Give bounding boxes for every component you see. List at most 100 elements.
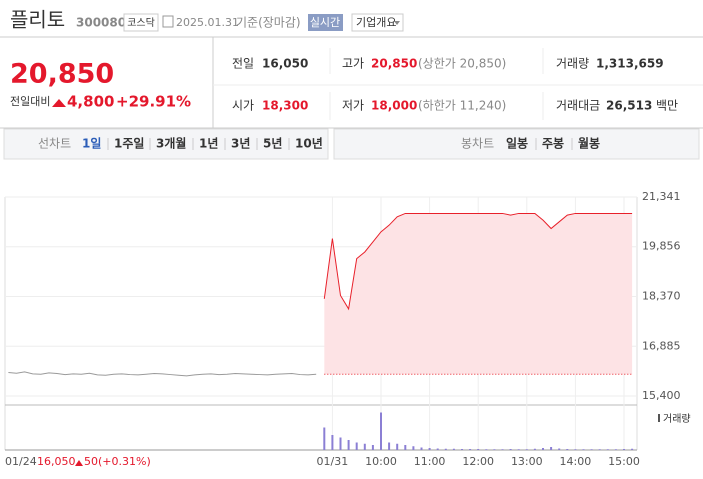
volume-bar	[339, 437, 342, 450]
x-tick-label: 15:00	[608, 455, 640, 468]
volume-bar	[477, 449, 480, 450]
volume-bar	[388, 442, 391, 450]
market-badge	[123, 13, 159, 32]
volume-bar	[371, 445, 374, 450]
market: 코스닥	[127, 17, 155, 29]
legend-icon	[658, 414, 660, 422]
tab[interactable]: 3년	[231, 137, 250, 151]
tab[interactable]: 1일	[82, 137, 101, 151]
stat-value: 18,000	[371, 99, 417, 113]
x-tick-label: 01/24	[5, 455, 37, 468]
date: 2025.01.31	[176, 16, 239, 29]
volume-bar	[347, 440, 350, 450]
x-tick-label: 12:00	[462, 455, 494, 468]
volume-bar	[598, 449, 601, 450]
legend-label: 거래량	[663, 413, 691, 425]
tab[interactable]: 주봉	[542, 137, 564, 151]
volume-bar	[485, 449, 488, 450]
x-tick-label: 10:00	[365, 455, 397, 468]
volume-bar	[590, 449, 593, 450]
tab[interactable]: 1년	[199, 137, 218, 151]
up-icon	[52, 99, 66, 107]
rate: +29.91%	[116, 93, 191, 111]
realtime[interactable]: 실시간	[310, 16, 340, 29]
volume-bar	[525, 449, 528, 450]
stat-label: 고가	[342, 57, 364, 71]
x-tick-label: 01/31	[317, 455, 349, 468]
stat-label: 전일	[232, 57, 254, 71]
stat-value: 20,850	[371, 57, 417, 71]
volume-bar	[428, 448, 431, 450]
prev-rate: (+0.31%)	[98, 455, 151, 468]
tab[interactable]: 월봉	[578, 136, 600, 151]
volume-bar	[380, 412, 382, 450]
stat-value: 16,050	[262, 57, 308, 71]
tab-label: 봉차트	[461, 137, 494, 151]
volume-bar	[355, 442, 358, 450]
tab-label: 선차트	[38, 137, 71, 151]
volume-bar	[501, 449, 504, 450]
volume-bar	[574, 449, 577, 450]
volume-bar	[469, 449, 472, 450]
stat-label: 거래량	[556, 57, 589, 71]
volume-bar	[558, 448, 561, 450]
stat-unit: 백만	[656, 99, 678, 113]
y-tick-label: 16,885	[642, 339, 681, 352]
volume-bar	[493, 449, 496, 450]
volume-bar	[566, 449, 569, 450]
tab-bar	[333, 128, 700, 160]
volume-bar	[323, 427, 326, 450]
stat-label: 저가	[342, 99, 364, 113]
change: 4,800	[67, 93, 114, 111]
volume-bar	[533, 448, 536, 450]
volume-bar	[606, 449, 609, 450]
dropdown-icon	[394, 21, 400, 25]
volume-bar	[461, 449, 463, 450]
y-tick-label: 18,370	[642, 290, 681, 303]
price: 20,850	[10, 59, 114, 90]
volume-bar	[331, 435, 334, 450]
x-tick-label: 11:00	[414, 455, 446, 468]
stat-value: 18,300	[262, 99, 308, 113]
volume-bar	[550, 447, 553, 450]
stat-label: 거래대금	[556, 99, 600, 113]
prev-close: 16,050	[37, 455, 76, 468]
volume-bar	[404, 445, 407, 450]
stat-note: (상한가 20,850)	[418, 57, 506, 71]
company-button[interactable]	[351, 13, 404, 32]
prev-change: 50	[84, 455, 98, 468]
volume-bar	[452, 448, 455, 450]
chart: 15,400 16,885 18,370 19,856 21,341 01/24 01/31…	[4, 190, 681, 468]
stat-value: 26,513	[606, 99, 652, 113]
stat-value: 1,313,659	[596, 57, 664, 71]
volume-bar	[412, 446, 415, 450]
company[interactable]: 기업개요	[356, 16, 396, 29]
change-label: 전일대비	[10, 94, 50, 108]
volume-bar	[509, 449, 512, 450]
stock-name: 플리토	[10, 8, 65, 32]
y-tick-label: 19,856	[642, 240, 681, 253]
tab[interactable]: 3개월	[156, 136, 186, 151]
volume-bar	[631, 448, 634, 450]
volume-bar	[436, 448, 439, 450]
volume-bar	[582, 449, 585, 450]
calendar-icon	[162, 15, 174, 28]
stat-label: 시가	[232, 99, 254, 113]
volume-bar	[420, 447, 423, 450]
tab[interactable]: 1주일	[114, 137, 144, 151]
up-icon	[75, 460, 83, 466]
stat-note: (하한가 11,240)	[418, 99, 506, 113]
volume-bar	[623, 449, 625, 450]
tab-bar	[3, 128, 329, 160]
volume-bar	[363, 443, 366, 450]
y-tick-label: 21,341	[642, 190, 681, 203]
volume-bar	[542, 448, 544, 450]
tab[interactable]: 일봉	[506, 137, 528, 151]
x-tick-label: 13:00	[511, 455, 543, 468]
tabs: 선차트 1일 1주일 3개월 1년 3년 5년 10년 봉차트 일봉 주봉 월봉	[38, 136, 600, 151]
tab[interactable]: 5년	[263, 137, 282, 151]
realtime-button[interactable]	[308, 14, 343, 31]
y-tick-label: 15,400	[642, 389, 681, 402]
x-tick-label: 14:00	[560, 455, 592, 468]
tab[interactable]: 10년	[295, 137, 323, 151]
